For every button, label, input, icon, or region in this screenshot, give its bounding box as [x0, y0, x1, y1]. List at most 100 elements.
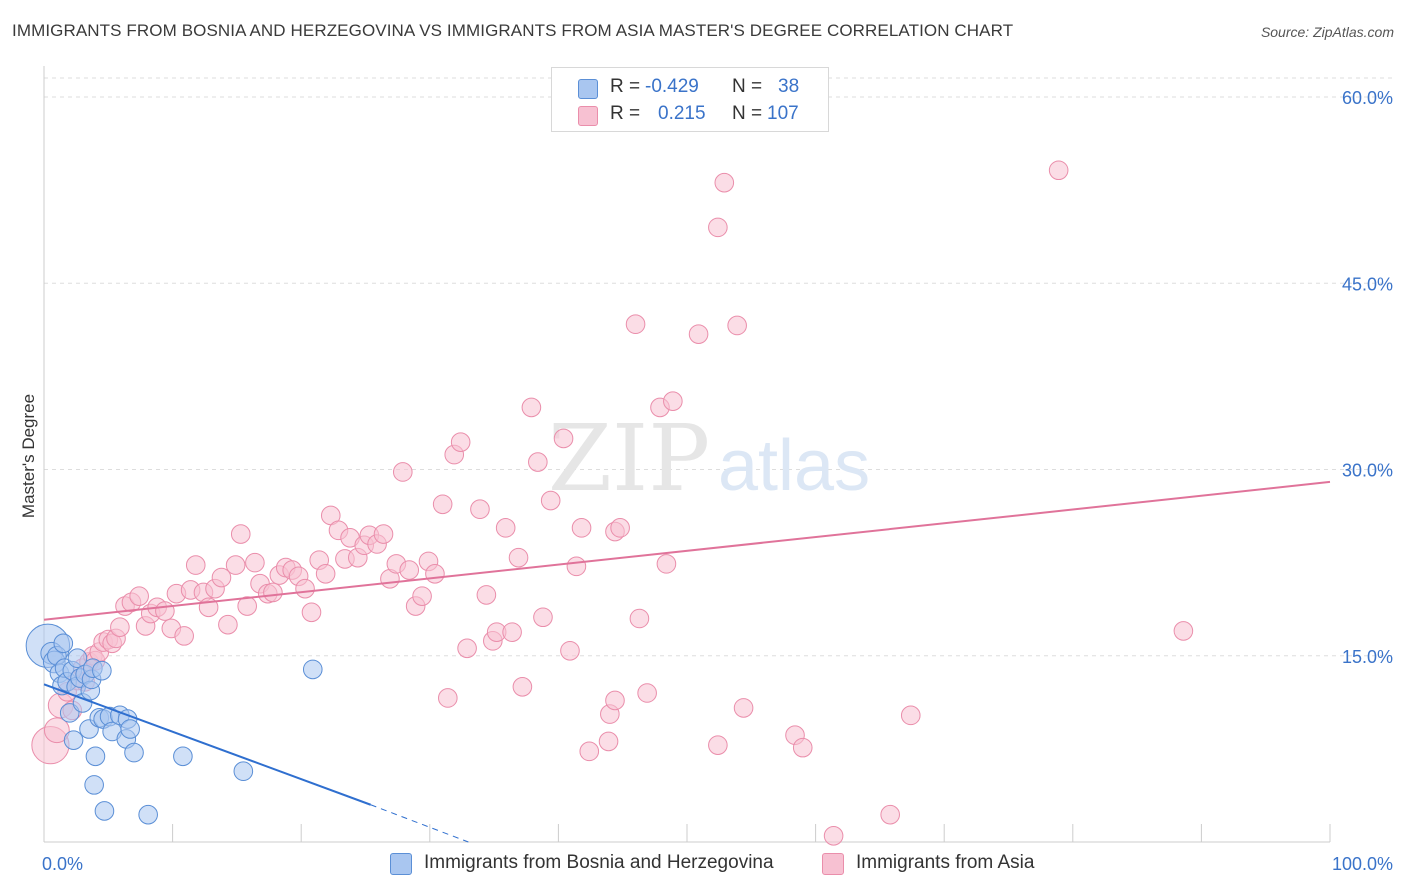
- asia-point: [579, 741, 600, 762]
- bosnia-point: [53, 633, 74, 654]
- asia-point: [792, 737, 813, 758]
- asia-point: [185, 555, 206, 575]
- asia-point: [392, 462, 413, 482]
- asia-point: [508, 547, 529, 568]
- asia-point: [605, 690, 625, 711]
- asia-point: [225, 555, 246, 575]
- asia-point: [629, 608, 650, 629]
- asia-point: [432, 494, 453, 515]
- y-tick-label: 60.0%: [1342, 88, 1393, 108]
- watermark: ZIP atlas: [548, 405, 870, 512]
- bosnia-point: [138, 804, 158, 825]
- bosnia-points: [25, 623, 323, 825]
- asia-point: [521, 397, 542, 418]
- legend-r-label: R =: [610, 103, 641, 124]
- bottom-legend-label: Immigrants from Asia: [856, 852, 1035, 873]
- bosnia-point: [92, 660, 112, 681]
- bosnia-point: [85, 746, 106, 767]
- y-tick-label: 45.0%: [1342, 274, 1393, 294]
- bosnia-point: [124, 742, 144, 763]
- axes: [43, 66, 1331, 843]
- asia-point: [43, 717, 70, 744]
- asia-point: [880, 804, 900, 825]
- asia-point: [900, 705, 921, 726]
- asia-point: [245, 552, 265, 573]
- asia-point: [708, 735, 728, 755]
- asia-point: [553, 428, 574, 449]
- bosnia-point: [67, 648, 88, 669]
- asia-point: [512, 676, 533, 697]
- bosnia-point: [84, 775, 104, 795]
- asia-point: [1173, 621, 1194, 641]
- bosnia-point: [233, 761, 254, 782]
- asia-point: [476, 585, 497, 605]
- asia-point: [295, 578, 315, 599]
- trend-lines: [43, 480, 1331, 843]
- asia-point: [412, 586, 432, 606]
- legend-n-value: 38: [778, 76, 800, 97]
- asia-point: [211, 567, 232, 588]
- bosnia-point: [302, 659, 323, 680]
- asia-point: [218, 614, 238, 635]
- asia-point: [540, 490, 561, 511]
- asia-point: [174, 626, 194, 646]
- legend-swatch-blue: [578, 79, 598, 99]
- asia-point: [560, 640, 580, 661]
- legend-n-label: N =: [732, 76, 763, 97]
- legend-n-value: 107: [767, 103, 799, 124]
- y-tick-label: 15.0%: [1342, 647, 1393, 667]
- watermark-atlas: atlas: [718, 426, 870, 506]
- x-tick-label: 100.0%: [1332, 854, 1393, 874]
- asia-point: [598, 731, 619, 752]
- tick-labels: 15.0% 30.0% 45.0% 60.0% 0.0% 100.0%: [42, 88, 1393, 874]
- bosnia-point: [120, 719, 140, 739]
- asia-point: [399, 560, 420, 580]
- asia-point: [566, 556, 587, 577]
- legend-swatch-pink: [578, 106, 598, 126]
- asia-point: [571, 518, 592, 538]
- asia-point: [823, 825, 844, 846]
- asia-point: [727, 315, 747, 336]
- asia-point: [129, 586, 149, 606]
- asia-point: [1048, 160, 1069, 181]
- asia-point: [450, 432, 471, 452]
- watermark-zip: ZIP: [548, 405, 710, 512]
- asia-point: [656, 554, 677, 574]
- legend-row-bosnia: R = -0.429 N = 38: [552, 74, 828, 102]
- asia-point: [528, 452, 548, 472]
- legend-r-value: 0.215: [658, 103, 706, 124]
- bottom-legend-swatch-pink: [822, 853, 844, 875]
- bosnia-point: [173, 746, 193, 767]
- asia-point: [237, 596, 257, 616]
- asia-trend-line: [43, 480, 1331, 621]
- y-axis-label: Master's Degree: [19, 393, 38, 519]
- bottom-legend-label: Immigrants from Bosnia and Herzegovina: [424, 852, 774, 873]
- asia-point: [438, 688, 458, 708]
- legend-n-label: N =: [732, 103, 763, 124]
- asia-point: [733, 698, 754, 718]
- x-tick-label: 0.0%: [42, 854, 83, 874]
- asia-point: [625, 314, 646, 335]
- asia-point: [110, 617, 130, 637]
- asia-point: [637, 683, 657, 703]
- bottom-legend-swatch-blue: [390, 853, 412, 875]
- y-tick-label: 30.0%: [1342, 461, 1393, 481]
- asia-point: [425, 564, 445, 584]
- legend-r-value: -0.429: [645, 76, 699, 97]
- asia-point: [708, 217, 728, 238]
- bosnia-point: [63, 730, 84, 750]
- asia-point: [470, 499, 490, 520]
- asia-point: [502, 622, 522, 642]
- asia-point: [688, 324, 709, 344]
- asia-point: [263, 582, 283, 603]
- bosnia-trend-extension: [370, 804, 469, 843]
- asia-point: [230, 524, 251, 544]
- source-label: Source: ZipAtlas.com: [1260, 24, 1394, 40]
- chart-title: IMMIGRANTS FROM BOSNIA AND HERZEGOVINA V…: [12, 21, 1014, 40]
- asia-point: [301, 602, 322, 623]
- bosnia-trend-line: [43, 683, 371, 806]
- legend-row-asia: R = 0.215 N = 107: [552, 101, 828, 129]
- bosnia-point: [94, 801, 115, 821]
- asia-point: [315, 564, 336, 584]
